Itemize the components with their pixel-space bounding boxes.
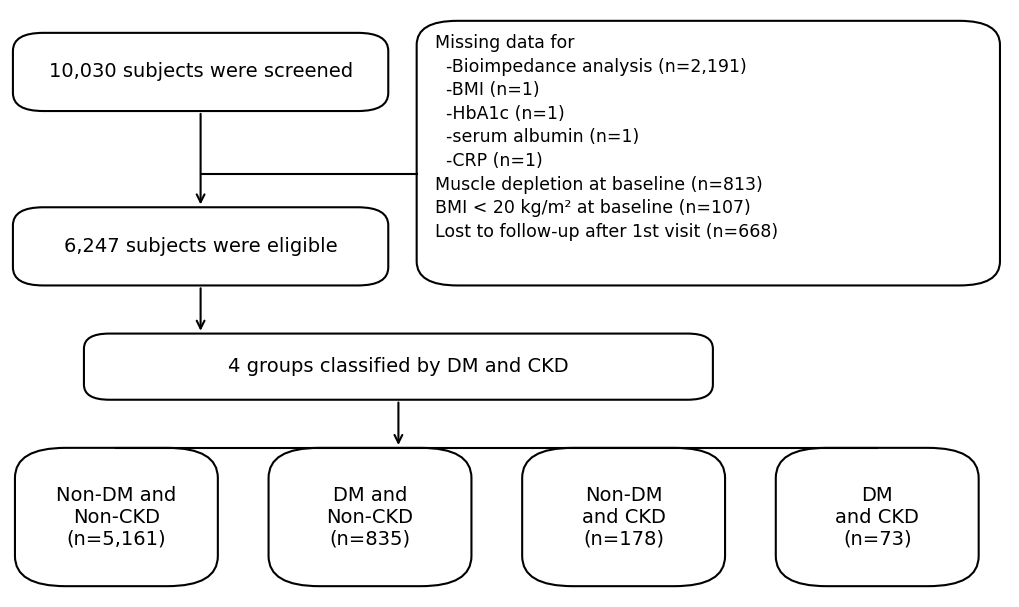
- Text: Non-DM
and CKD
(n=178): Non-DM and CKD (n=178): [581, 486, 665, 549]
- FancyBboxPatch shape: [522, 448, 725, 586]
- FancyBboxPatch shape: [13, 33, 388, 111]
- FancyBboxPatch shape: [84, 334, 712, 400]
- Text: 6,247 subjects were eligible: 6,247 subjects were eligible: [64, 237, 337, 256]
- Text: 10,030 subjects were screened: 10,030 subjects were screened: [49, 63, 353, 81]
- Text: 4 groups classified by DM and CKD: 4 groups classified by DM and CKD: [228, 357, 569, 376]
- FancyBboxPatch shape: [15, 448, 218, 586]
- FancyBboxPatch shape: [13, 207, 388, 285]
- FancyBboxPatch shape: [268, 448, 471, 586]
- Text: DM and
Non-CKD
(n=835): DM and Non-CKD (n=835): [326, 486, 413, 549]
- FancyBboxPatch shape: [417, 21, 999, 285]
- Text: Non-DM and
Non-CKD
(n=5,161): Non-DM and Non-CKD (n=5,161): [56, 486, 176, 549]
- Text: Missing data for
  -Bioimpedance analysis (n=2,191)
  -BMI (n=1)
  -HbA1c (n=1)
: Missing data for -Bioimpedance analysis …: [434, 34, 777, 241]
- FancyBboxPatch shape: [775, 448, 977, 586]
- Text: DM
and CKD
(n=73): DM and CKD (n=73): [835, 486, 918, 549]
